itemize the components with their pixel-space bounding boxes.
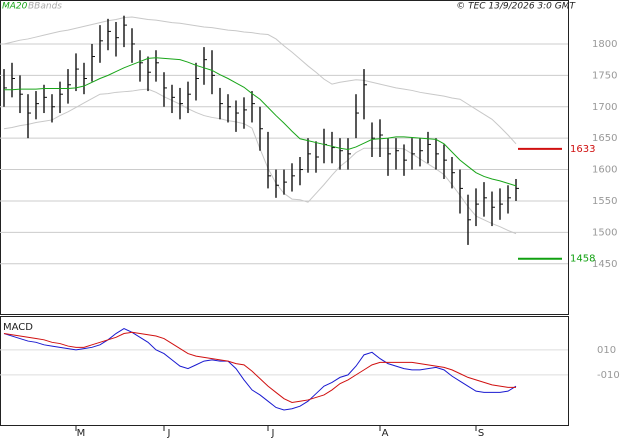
macd-line — [3, 327, 517, 411]
macd-panel — [0, 316, 569, 426]
x-tick-label: M — [77, 428, 86, 439]
macd-title: MACD — [3, 322, 33, 333]
x-tick-label: S — [478, 428, 484, 439]
y-tick-label: 1650 — [592, 133, 617, 144]
y-tick-label: 1500 — [592, 227, 617, 238]
y-tick-label: 1600 — [592, 165, 617, 176]
y-tick-label: 1700 — [592, 102, 617, 113]
bband-upper — [3, 16, 517, 145]
y-tick-label: 1450 — [592, 259, 617, 270]
copyright: © TEC 13/9/2026 3:0 GMT — [456, 2, 576, 12]
x-tick-label: J — [167, 428, 171, 439]
price-panel — [0, 0, 569, 315]
level-label: 1458 — [570, 254, 595, 265]
y-tick-label: 1800 — [592, 39, 617, 50]
y-tick-label: -010 — [597, 370, 620, 381]
macd-line — [3, 331, 516, 403]
legend-ma: MA20 — [2, 2, 28, 12]
y-tick-label: 1550 — [592, 196, 617, 207]
y-tick-label: 1750 — [592, 70, 617, 81]
ma-line — [4, 57, 517, 187]
x-tick-label: A — [382, 428, 389, 439]
x-tick-label: J — [271, 428, 275, 439]
level-label: 1633 — [570, 144, 595, 155]
y-tick-label: 010 — [597, 345, 616, 356]
legend-bbands: BBands — [28, 2, 62, 12]
